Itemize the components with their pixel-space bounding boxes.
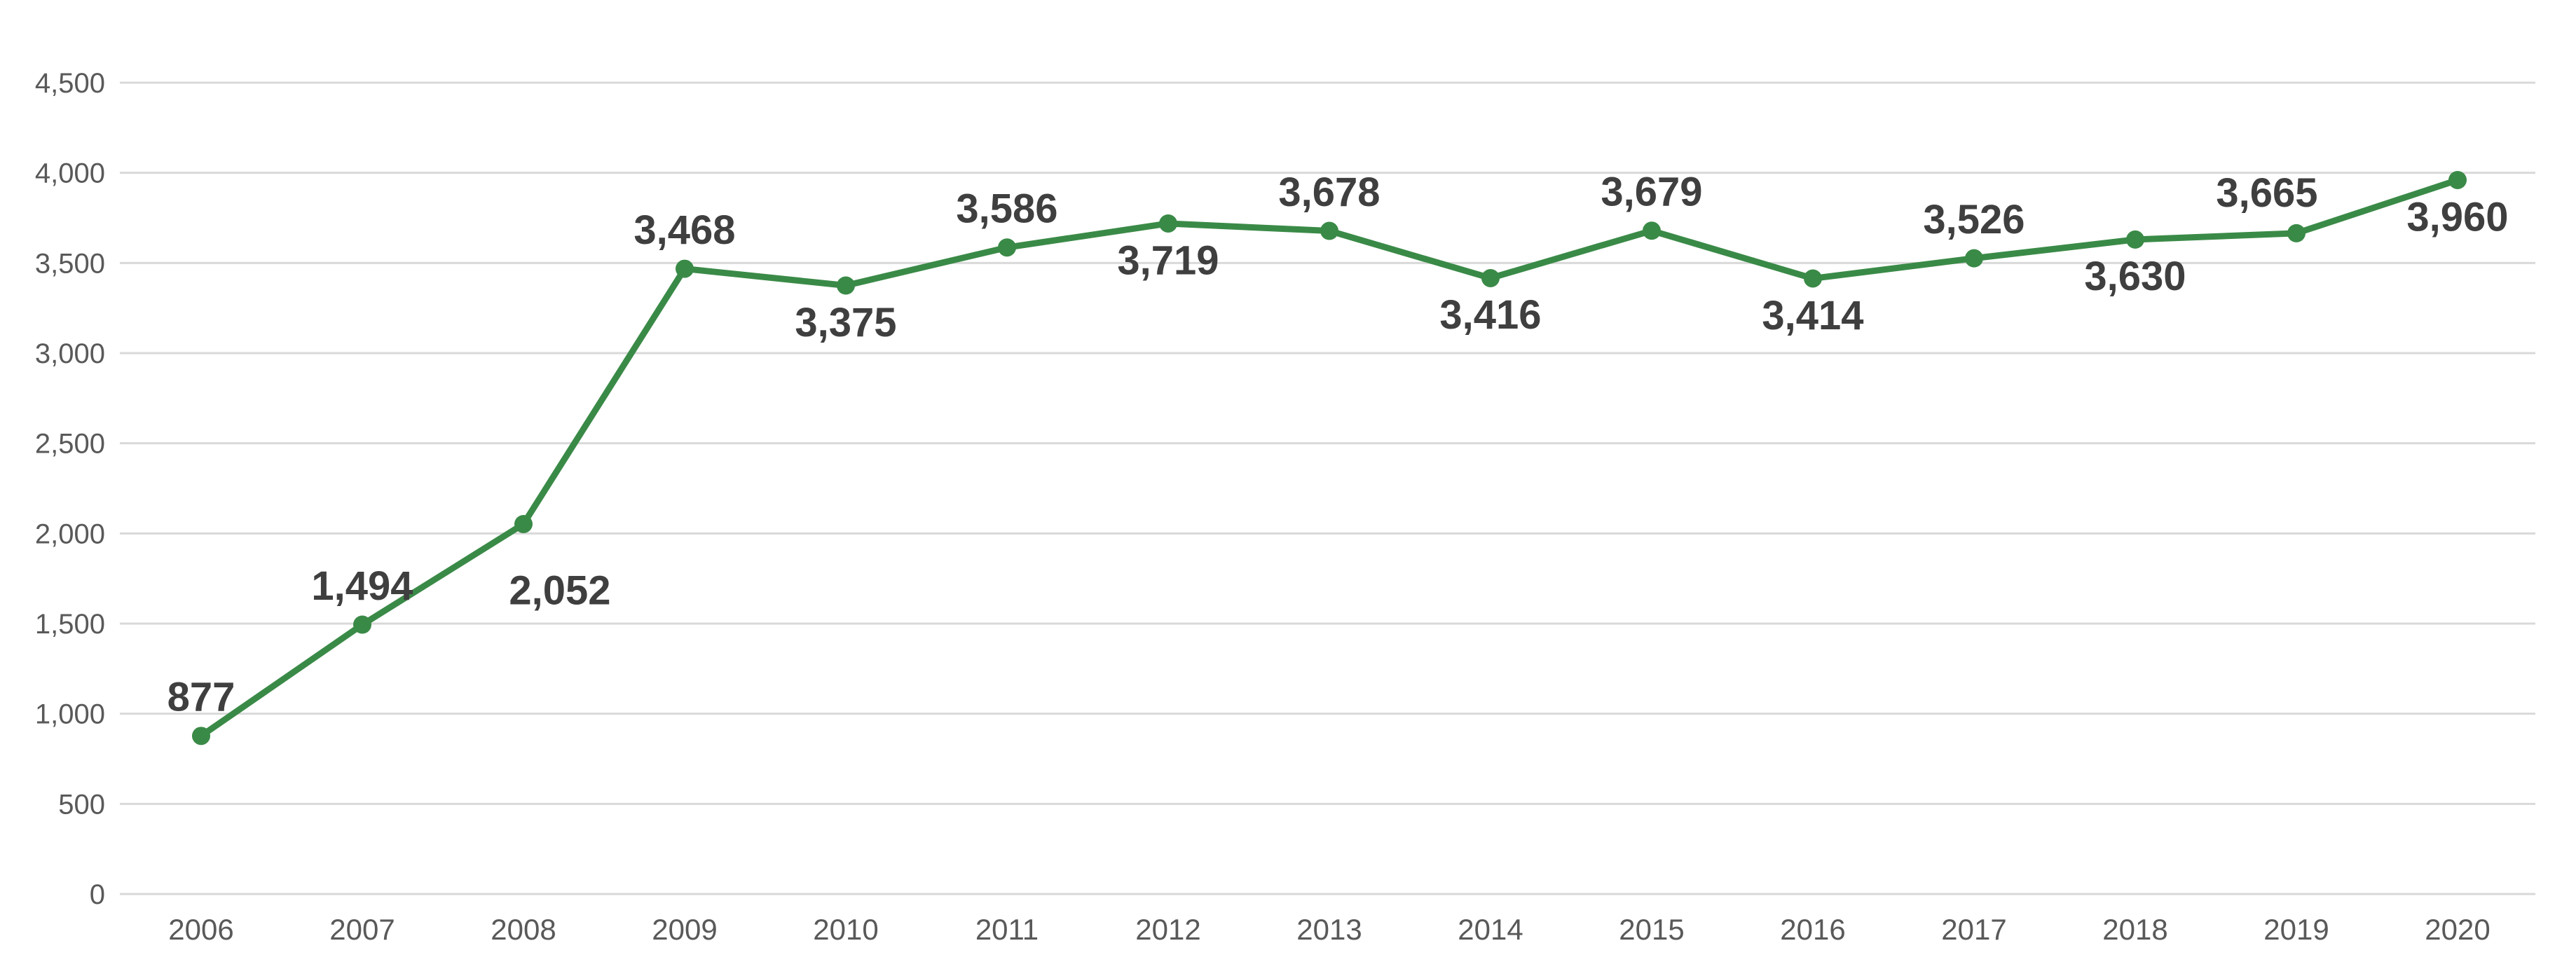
x-axis-tick-label: 2017 xyxy=(1941,913,2006,946)
data-point-marker xyxy=(1159,214,1177,233)
gridlines-group xyxy=(120,81,2535,895)
data-point-label: 3,665 xyxy=(2216,170,2317,216)
y-axis-tick-label: 1,000 xyxy=(35,699,105,730)
y-axis-tick-label: 4,000 xyxy=(35,158,105,189)
y-axis-tick-label: 2,500 xyxy=(35,429,105,460)
y-axis-tick-label: 0 xyxy=(90,879,105,910)
x-axis-tick-label: 2008 xyxy=(491,913,556,946)
data-point-label: 3,719 xyxy=(1117,238,1219,283)
data-point-marker xyxy=(2126,230,2144,249)
x-axis-tick-label: 2007 xyxy=(329,913,395,946)
data-point-marker xyxy=(1320,221,1338,240)
data-point-marker xyxy=(998,238,1016,257)
data-point-marker xyxy=(837,276,855,295)
data-point-marker xyxy=(192,727,210,745)
x-axis-tick-label: 2010 xyxy=(813,913,878,946)
data-point-label: 3,526 xyxy=(1923,197,2025,242)
x-axis-tick-label: 2016 xyxy=(1780,913,1845,946)
data-point-marker xyxy=(2448,170,2467,189)
data-point-marker xyxy=(1643,221,1661,240)
x-axis-tick-label: 2012 xyxy=(1135,913,1200,946)
data-series-group xyxy=(192,170,2467,745)
data-point-label: 3,416 xyxy=(1439,292,1541,338)
data-point-marker xyxy=(1481,268,1500,287)
y-axis-tick-label: 2,000 xyxy=(35,518,105,549)
data-point-label: 3,468 xyxy=(633,207,735,253)
y-axis-tick-label: 3,500 xyxy=(35,248,105,279)
x-axis-labels-group: 2006 2007 2008 2009 2010 2011 2012 2013 2014 2015… xyxy=(168,913,2490,946)
x-axis-tick-label: 2020 xyxy=(2425,913,2490,946)
y-axis-tick-label: 4,500 xyxy=(35,68,105,99)
x-axis-tick-label: 2006 xyxy=(168,913,233,946)
data-point-label: 3,679 xyxy=(1601,170,1702,215)
data-point-marker xyxy=(353,615,371,634)
x-axis-tick-label: 2009 xyxy=(652,913,717,946)
y-axis-tick-label: 1,500 xyxy=(35,609,105,640)
data-point-label: 3,678 xyxy=(1278,170,1380,215)
x-axis-tick-label: 2011 xyxy=(975,913,1039,946)
y-axis-labels-group: 0 500 1,000 1,500 2,000 2,500 3,000 3,500 4,000 4… xyxy=(35,68,105,910)
x-axis-tick-label: 2018 xyxy=(2102,913,2167,946)
data-point-marker xyxy=(514,514,533,533)
x-axis-tick-label: 2013 xyxy=(1296,913,1362,946)
y-axis-tick-label: 3,000 xyxy=(35,338,105,369)
data-point-marker xyxy=(1965,249,1983,268)
x-axis-tick-label: 2019 xyxy=(2263,913,2329,946)
data-point-label: 3,375 xyxy=(795,300,896,345)
data-point-marker xyxy=(676,259,694,278)
data-point-marker xyxy=(2287,224,2306,242)
data-point-marker xyxy=(1804,269,1822,288)
x-axis-tick-label: 2014 xyxy=(1458,913,1523,946)
data-point-label: 3,586 xyxy=(956,186,1057,232)
data-point-label: 3,630 xyxy=(2084,254,2186,299)
data-point-label: 877 xyxy=(167,675,235,720)
y-axis-tick-label: 500 xyxy=(58,789,105,820)
data-point-label: 2,052 xyxy=(509,568,610,613)
data-labels-group: 877 1,494 2,052 3,468 3,375 3,586 3,719 3,678 3,… xyxy=(167,170,2509,720)
data-point-label: 3,414 xyxy=(1762,293,1863,338)
x-axis-tick-label: 2015 xyxy=(1619,913,1684,946)
data-point-label: 3,960 xyxy=(2406,194,2508,240)
data-point-label: 1,494 xyxy=(311,563,413,609)
